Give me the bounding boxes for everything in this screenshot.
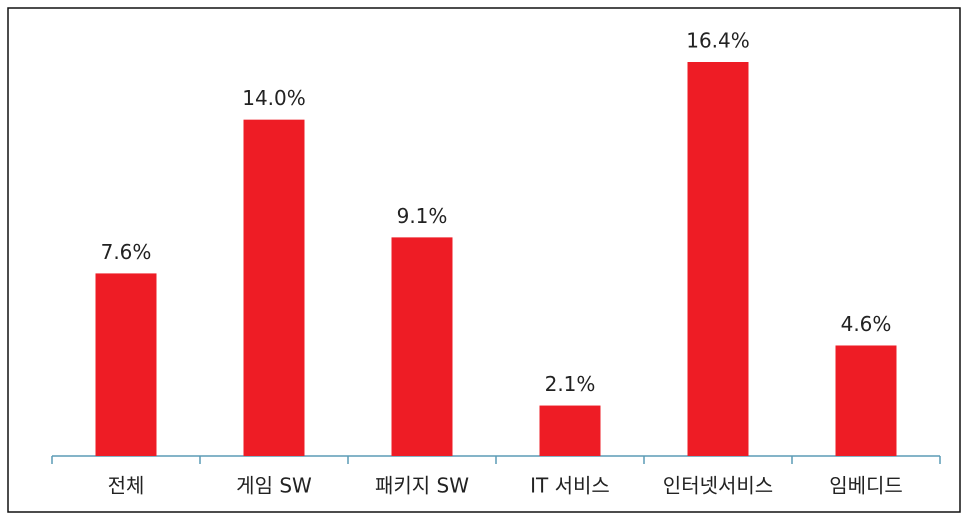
x-tick-label: 패키지 SW (375, 474, 469, 498)
x-tick-label: 게임 SW (236, 474, 312, 498)
value-label: 14.0% (242, 86, 306, 110)
frame (7, 7, 961, 513)
value-label: 7.6% (101, 240, 152, 264)
value-label: 9.1% (397, 204, 448, 228)
value-label: 2.1% (545, 372, 596, 396)
x-tick-label: 임베디드 (829, 474, 903, 498)
value-label: 16.4% (686, 29, 750, 53)
bar (95, 273, 157, 456)
bar (687, 62, 749, 456)
x-tick-label: IT 서비스 (530, 474, 610, 498)
bar (539, 405, 601, 456)
bar (391, 237, 453, 456)
bar (243, 119, 305, 456)
x-tick-label: 전체 (108, 474, 145, 498)
bar (835, 345, 897, 456)
value-label: 4.6% (841, 312, 892, 336)
x-tick-label: 인터넷서비스 (663, 474, 773, 498)
